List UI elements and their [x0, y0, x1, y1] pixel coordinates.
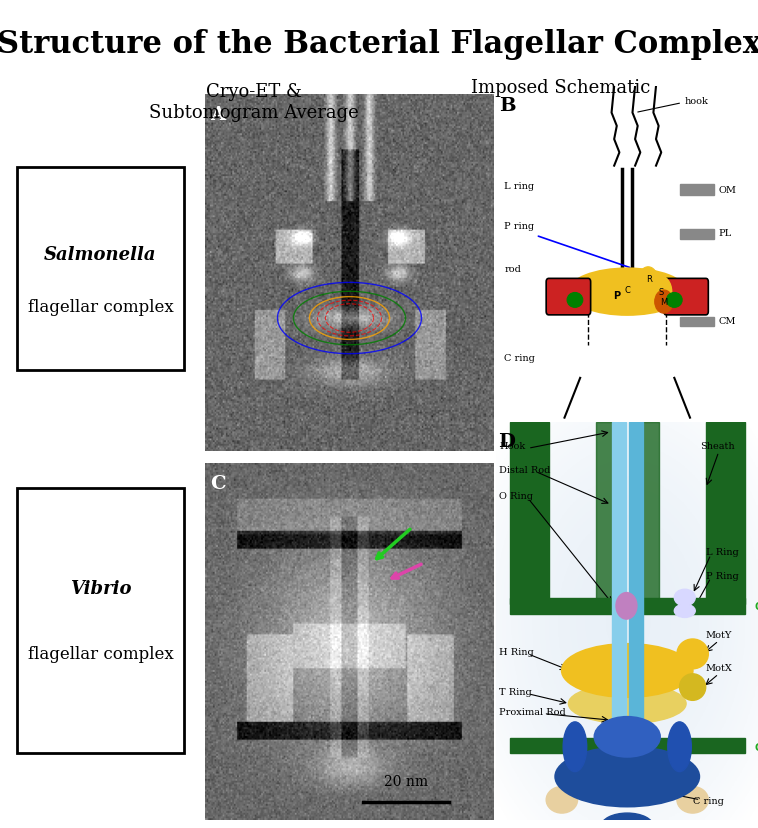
Text: CM: CM: [754, 742, 758, 752]
Text: OM: OM: [719, 186, 737, 195]
Text: hook: hook: [684, 97, 709, 105]
Bar: [628, 422, 643, 737]
Text: Imposed Schematic: Imposed Schematic: [471, 79, 650, 97]
Text: C ring: C ring: [504, 354, 535, 363]
Text: P: P: [613, 291, 620, 301]
Text: Salmonella: Salmonella: [44, 246, 157, 263]
Ellipse shape: [677, 787, 708, 813]
Text: 20 nm: 20 nm: [384, 773, 428, 787]
Ellipse shape: [646, 276, 672, 309]
Text: Cryo-ET &
Subtomogram Average: Cryo-ET & Subtomogram Average: [149, 83, 359, 122]
Ellipse shape: [563, 722, 587, 772]
Bar: [706, 422, 745, 604]
Text: C: C: [625, 286, 630, 295]
Text: MotY: MotY: [706, 631, 732, 639]
Ellipse shape: [666, 293, 682, 308]
Ellipse shape: [639, 267, 657, 291]
Ellipse shape: [616, 593, 637, 619]
Text: P Ring: P Ring: [706, 571, 738, 580]
Ellipse shape: [601, 813, 653, 828]
Text: L Ring: L Ring: [706, 548, 738, 556]
Text: Sheath: Sheath: [700, 442, 735, 450]
Text: OM: OM: [754, 601, 758, 611]
Text: P ring: P ring: [504, 222, 534, 230]
Text: R: R: [647, 275, 653, 283]
Text: Distal Rod: Distal Rod: [499, 465, 550, 474]
Ellipse shape: [675, 590, 695, 606]
Ellipse shape: [568, 269, 686, 315]
Text: L ring: L ring: [504, 182, 534, 190]
Text: B: B: [499, 97, 515, 115]
Ellipse shape: [568, 684, 686, 724]
Bar: [17, 489, 184, 753]
Bar: [509, 739, 745, 753]
Bar: [509, 598, 745, 614]
FancyBboxPatch shape: [547, 279, 590, 315]
Ellipse shape: [562, 644, 693, 697]
Text: C ring: C ring: [693, 797, 723, 805]
Text: M: M: [660, 298, 668, 306]
Bar: [17, 168, 184, 371]
Text: flagellar complex: flagellar complex: [27, 646, 174, 662]
Bar: [596, 422, 612, 604]
Text: C: C: [211, 474, 226, 493]
Bar: [679, 185, 713, 196]
Text: Hook: Hook: [499, 442, 525, 450]
Bar: [612, 422, 626, 737]
Text: CM: CM: [719, 317, 736, 325]
Bar: [679, 229, 713, 239]
Text: A: A: [211, 106, 226, 124]
Ellipse shape: [675, 604, 695, 618]
Text: S: S: [659, 288, 664, 296]
Text: PL: PL: [719, 229, 732, 238]
Bar: [679, 317, 713, 327]
Text: Proximal Rod: Proximal Rod: [499, 707, 566, 715]
Ellipse shape: [655, 291, 673, 314]
Bar: [509, 422, 549, 604]
Text: flagellar complex: flagellar complex: [27, 298, 174, 315]
Bar: [643, 422, 659, 604]
FancyBboxPatch shape: [664, 279, 708, 315]
Text: T Ring: T Ring: [499, 687, 532, 696]
Text: H Ring: H Ring: [499, 647, 534, 656]
Ellipse shape: [679, 674, 706, 700]
Ellipse shape: [677, 639, 708, 669]
Ellipse shape: [547, 787, 578, 813]
Text: Vibrio: Vibrio: [70, 579, 131, 597]
Ellipse shape: [567, 293, 583, 308]
Ellipse shape: [668, 722, 691, 772]
Text: Structure of the Bacterial Flagellar Complex: Structure of the Bacterial Flagellar Com…: [0, 29, 758, 60]
Text: MotX: MotX: [706, 664, 732, 672]
Ellipse shape: [594, 717, 660, 757]
Ellipse shape: [556, 747, 699, 806]
Text: rod: rod: [504, 265, 522, 273]
Text: D: D: [498, 432, 515, 450]
Text: O Ring: O Ring: [499, 492, 533, 500]
